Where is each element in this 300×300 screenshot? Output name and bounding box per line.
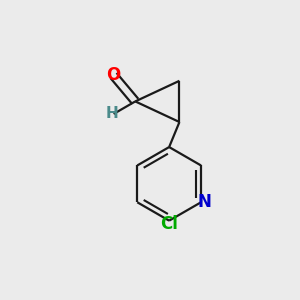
Text: N: N — [197, 193, 211, 211]
Text: Cl: Cl — [160, 214, 178, 232]
Text: H: H — [106, 106, 118, 122]
Text: O: O — [106, 67, 121, 85]
